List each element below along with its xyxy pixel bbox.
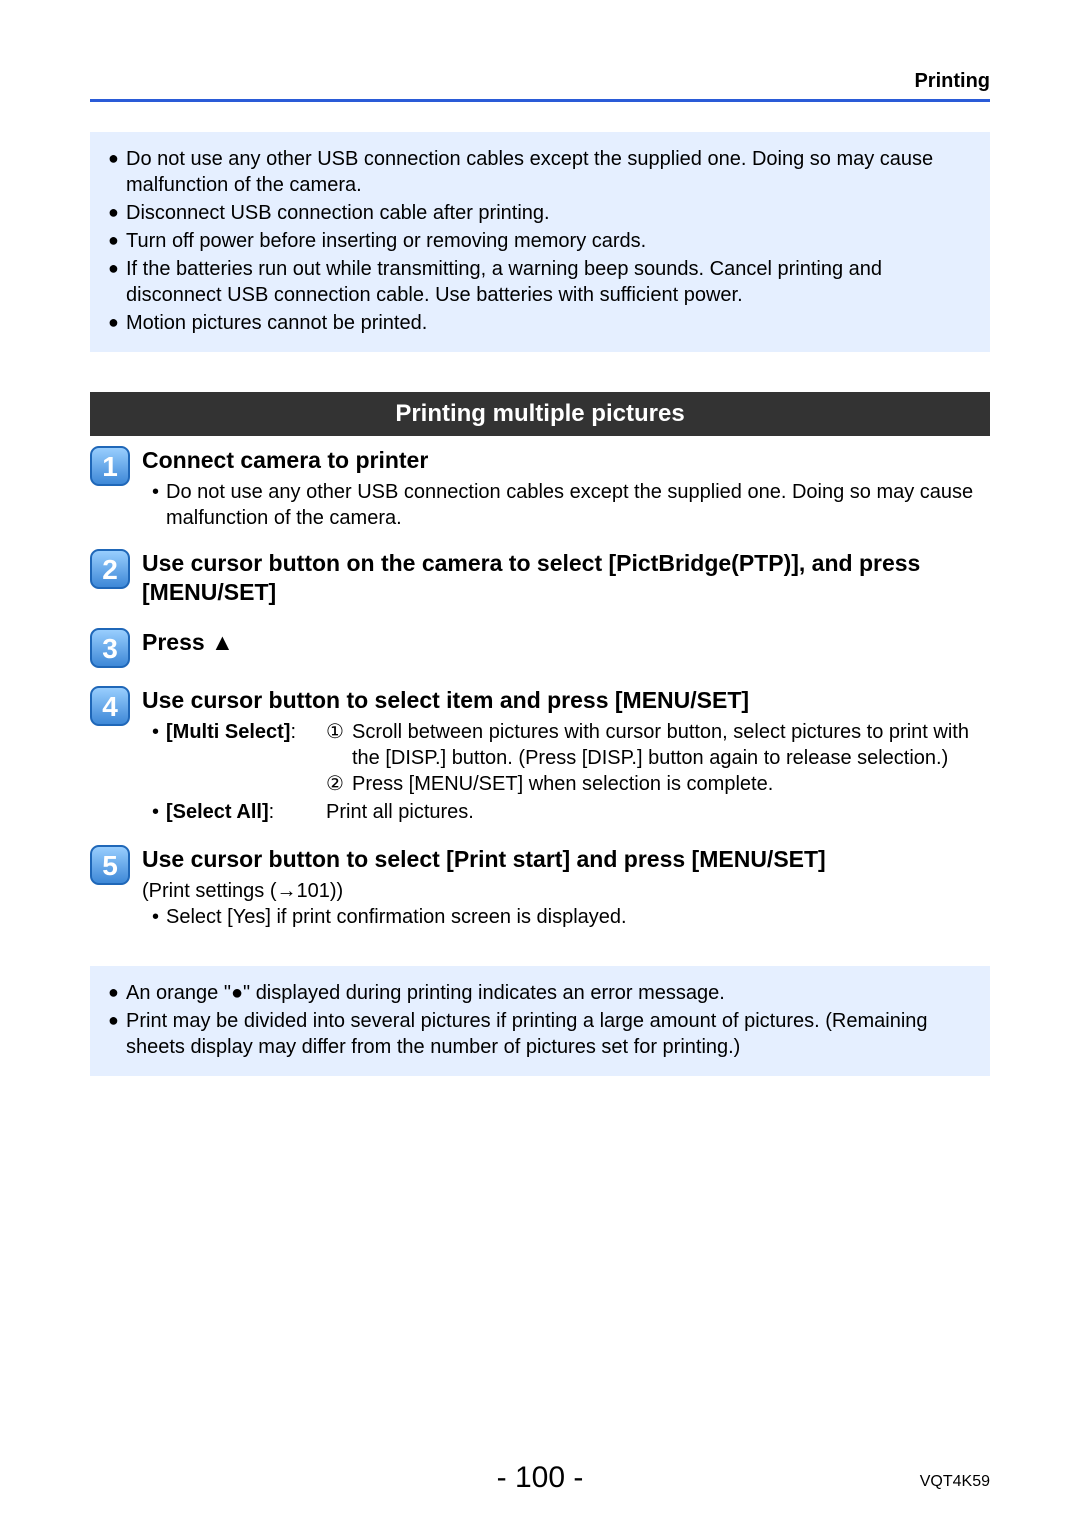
step-3: 3 Press ▲ xyxy=(90,628,990,668)
circled-number-icon: ① xyxy=(326,719,352,771)
info1-item: ● If the batteries run out while transmi… xyxy=(108,256,972,308)
info1-text: Do not use any other USB connection cabl… xyxy=(126,146,972,198)
step-number-badge: 5 xyxy=(90,845,134,930)
step-title: Use cursor button to select item and pre… xyxy=(142,686,990,715)
info1-text: Motion pictures cannot be printed. xyxy=(126,310,972,336)
header-rule xyxy=(90,99,990,102)
step-number-badge: 2 xyxy=(90,549,134,611)
sub-bullet-dot-icon: • xyxy=(152,479,166,531)
step-title: Press ▲ xyxy=(142,628,990,657)
option-line-text: Scroll between pictures with cursor butt… xyxy=(352,719,990,771)
sub-bullet-dot-icon: • xyxy=(152,799,166,825)
bullet-icon: ● xyxy=(108,310,126,336)
step-body: Connect camera to printer • Do not use a… xyxy=(142,446,990,531)
info-box-bottom: ● An orange "●" displayed during printin… xyxy=(90,966,990,1076)
page-number: - 100 - xyxy=(90,1461,990,1495)
bullet-icon: ● xyxy=(108,146,126,198)
info2-text: An orange "●" displayed during printing … xyxy=(126,980,972,1006)
step-number-badge: 4 xyxy=(90,686,134,827)
option-label: [Multi Select]: xyxy=(166,719,326,797)
info1-item: ● Do not use any other USB connection ca… xyxy=(108,146,972,198)
step-1: 1 Connect camera to printer • Do not use… xyxy=(90,446,990,531)
document-code: VQT4K59 xyxy=(920,1473,990,1491)
step-title: Use cursor button on the camera to selec… xyxy=(142,549,990,607)
info1-item: ● Turn off power before inserting or rem… xyxy=(108,228,972,254)
svg-text:3: 3 xyxy=(102,633,118,664)
step-number-badge: 3 xyxy=(90,628,134,668)
step-5: 5 Use cursor button to select [Print sta… xyxy=(90,845,990,930)
info1-text: Turn off power before inserting or remov… xyxy=(126,228,972,254)
info1-text: If the batteries run out while transmitt… xyxy=(126,256,972,308)
step-number-badge: 1 xyxy=(90,446,134,531)
header-section-label: Printing xyxy=(90,70,990,93)
info1-item: ● Motion pictures cannot be printed. xyxy=(108,310,972,336)
info2-item: ● Print may be divided into several pict… xyxy=(108,1008,972,1060)
svg-text:5: 5 xyxy=(102,850,118,881)
info2-text: Print may be divided into several pictur… xyxy=(126,1008,972,1060)
bullet-icon: ● xyxy=(108,980,126,1006)
bullet-icon: ● xyxy=(108,256,126,308)
step-sub-text: Do not use any other USB connection cabl… xyxy=(166,479,990,531)
option-line-text: Press [MENU/SET] when selection is compl… xyxy=(352,771,773,797)
step-sub-text: Select [Yes] if print confirmation scree… xyxy=(166,904,627,930)
step-body: Press ▲ xyxy=(142,628,990,668)
step4-option-multi: • [Multi Select]: ① Scroll between pictu… xyxy=(152,719,990,797)
bullet-icon: ● xyxy=(108,1008,126,1060)
info1-item: ● Disconnect USB connection cable after … xyxy=(108,200,972,226)
step-sub-bullet: • Select [Yes] if print confirmation scr… xyxy=(152,904,990,930)
option-body: ① Scroll between pictures with cursor bu… xyxy=(326,719,990,797)
info2-item: ● An orange "●" displayed during printin… xyxy=(108,980,972,1006)
option-body: Print all pictures. xyxy=(326,799,990,825)
circled-number-icon: ② xyxy=(326,771,352,797)
step-sub-bullet: • Do not use any other USB connection ca… xyxy=(152,479,990,531)
step-body: Use cursor button to select item and pre… xyxy=(142,686,990,827)
page: Printing ● Do not use any other USB conn… xyxy=(0,0,1080,1535)
svg-text:4: 4 xyxy=(102,691,118,722)
svg-text:2: 2 xyxy=(102,554,118,585)
option-label: [Select All]: xyxy=(166,799,326,825)
step-2: 2 Use cursor button on the camera to sel… xyxy=(90,549,990,611)
step-sub-line: (Print settings (→101)) xyxy=(142,878,990,904)
step-4: 4 Use cursor button to select item and p… xyxy=(90,686,990,827)
step-body: Use cursor button to select [Print start… xyxy=(142,845,990,930)
info1-text: Disconnect USB connection cable after pr… xyxy=(126,200,972,226)
bullet-icon: ● xyxy=(108,228,126,254)
step-body: Use cursor button on the camera to selec… xyxy=(142,549,990,611)
step-title: Connect camera to printer xyxy=(142,446,990,475)
step4-option-selectall: • [Select All]: Print all pictures. xyxy=(152,799,990,825)
step-title: Use cursor button to select [Print start… xyxy=(142,845,990,874)
page-footer: - 100 - VQT4K59 xyxy=(90,1461,990,1495)
info-box-top: ● Do not use any other USB connection ca… xyxy=(90,132,990,352)
sub-bullet-dot-icon: • xyxy=(152,719,166,797)
svg-text:1: 1 xyxy=(102,451,118,482)
sub-bullet-dot-icon: • xyxy=(152,904,166,930)
section-title-bar: Printing multiple pictures xyxy=(90,392,990,436)
bullet-icon: ● xyxy=(108,200,126,226)
